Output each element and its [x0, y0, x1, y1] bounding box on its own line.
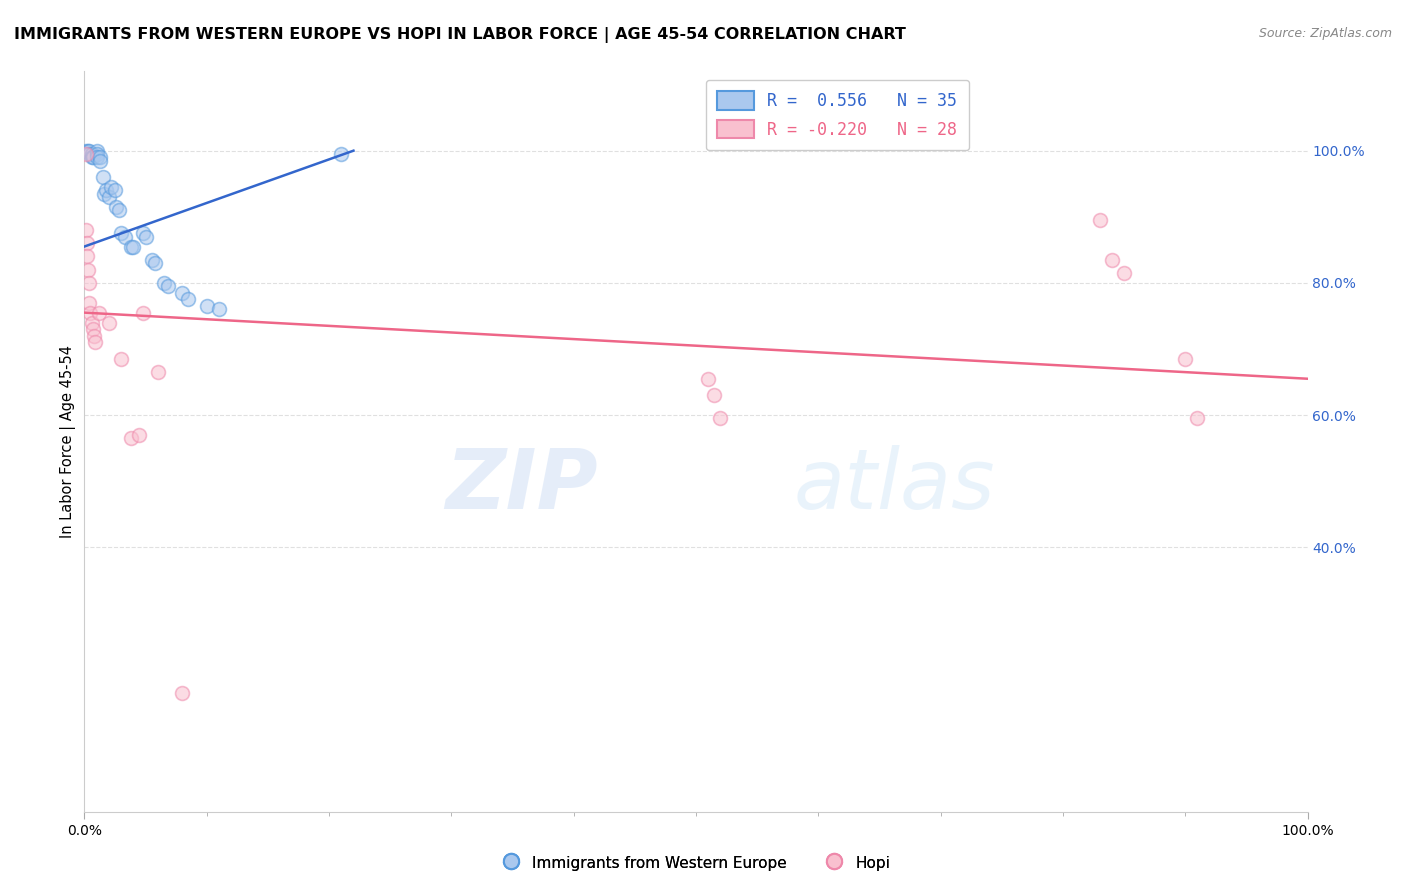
Point	[83, 328, 105, 343]
Point	[330, 147, 353, 161]
Point	[77, 147, 100, 161]
Text: IMMIGRANTS FROM WESTERN EUROPE VS HOPI IN LABOR FORCE | AGE 45-54 CORRELATION CH: IMMIGRANTS FROM WESTERN EUROPE VS HOPI I…	[14, 27, 905, 43]
Text: Source: ZipAtlas.com: Source: ZipAtlas.com	[1258, 27, 1392, 40]
Point	[82, 322, 104, 336]
Point	[80, 316, 103, 330]
Point	[77, 144, 100, 158]
Point	[75, 147, 97, 161]
Point	[96, 183, 118, 197]
Point	[107, 203, 129, 218]
Text: ZIP: ZIP	[446, 445, 598, 526]
Point	[114, 229, 136, 244]
Point	[84, 335, 107, 350]
Legend: Immigrants from Western Europe, Hopi: Immigrants from Western Europe, Hopi	[495, 847, 897, 878]
Point	[80, 147, 103, 161]
Point	[135, 229, 157, 244]
Point	[153, 276, 176, 290]
Point	[80, 150, 103, 164]
Point	[76, 250, 98, 264]
Point	[208, 302, 231, 317]
Point	[120, 239, 142, 253]
Point	[122, 239, 145, 253]
Point	[1174, 351, 1197, 366]
Point	[1114, 266, 1136, 280]
Point	[82, 150, 104, 164]
Point	[89, 150, 111, 164]
Y-axis label: In Labor Force | Age 45-54: In Labor Force | Age 45-54	[60, 345, 76, 538]
Point	[132, 305, 155, 319]
Point	[76, 236, 98, 251]
Point	[97, 316, 120, 330]
Point	[86, 150, 108, 164]
Point	[97, 190, 120, 204]
Point	[146, 365, 169, 379]
Point	[143, 256, 166, 270]
Point	[87, 305, 110, 319]
Point	[100, 180, 122, 194]
Point	[697, 372, 720, 386]
Point	[172, 285, 194, 300]
Point	[703, 388, 725, 402]
Point	[1187, 411, 1209, 425]
Point	[1088, 213, 1111, 227]
Point	[77, 262, 100, 277]
Point	[79, 305, 101, 319]
Point	[105, 200, 128, 214]
Point	[104, 183, 127, 197]
Point	[141, 252, 163, 267]
Point	[172, 686, 194, 700]
Point	[128, 428, 150, 442]
Point	[132, 227, 155, 241]
Point	[75, 144, 97, 158]
Point	[120, 431, 142, 445]
Point	[77, 144, 100, 158]
Point	[75, 223, 97, 237]
Point	[91, 170, 114, 185]
Point	[1101, 252, 1123, 267]
Point	[89, 153, 111, 168]
Point	[195, 299, 218, 313]
Point	[110, 227, 132, 241]
Point	[86, 147, 108, 161]
Point	[709, 411, 731, 425]
Point	[110, 351, 132, 366]
Point	[86, 144, 108, 158]
Point	[77, 295, 100, 310]
Text: atlas: atlas	[794, 445, 995, 526]
Point	[93, 186, 115, 201]
Point	[156, 279, 179, 293]
Point	[77, 276, 100, 290]
Point	[177, 293, 200, 307]
